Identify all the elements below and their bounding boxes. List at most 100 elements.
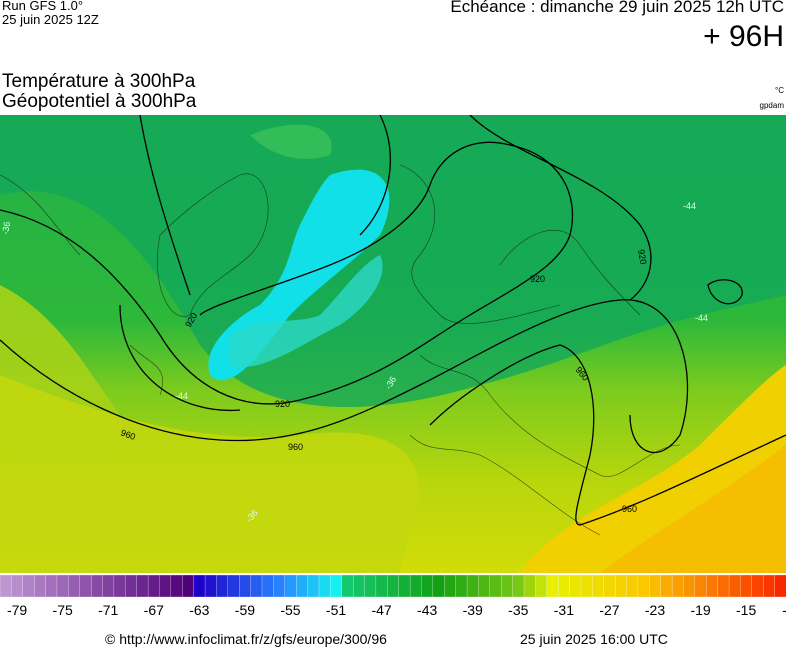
colorbar-label: -51 xyxy=(326,602,346,618)
contour-label: 960 xyxy=(622,504,637,514)
contour-label: 960 xyxy=(288,442,303,452)
colorbar-label: -67 xyxy=(144,602,164,618)
colorbar-swatch xyxy=(284,575,297,598)
map: 920 920 920 920 960 960 960 960 -44 -44 … xyxy=(0,115,786,573)
colorbar-swatch xyxy=(136,575,149,598)
colorbar-swatch xyxy=(569,575,582,598)
colorbar-swatch xyxy=(774,575,786,598)
colorbar-swatch xyxy=(694,575,707,598)
colorbar-swatch xyxy=(341,575,354,598)
colorbar-label: -11 xyxy=(782,602,786,618)
contour-label: -44 xyxy=(175,391,188,401)
colorbar-swatch xyxy=(580,575,593,598)
colorbar-swatch xyxy=(558,575,571,598)
colorbar-label: -59 xyxy=(235,602,255,618)
colorbar-swatch xyxy=(307,575,320,598)
colorbar-label: -27 xyxy=(599,602,619,618)
colorbar-swatch xyxy=(239,575,252,598)
colorbar-label: -35 xyxy=(508,602,528,618)
contour-label: -36 xyxy=(0,221,12,236)
colorbar-swatch xyxy=(455,575,468,598)
colorbar-swatch xyxy=(387,575,400,598)
colorbar-label: -79 xyxy=(7,602,27,618)
colorbar-label: -23 xyxy=(645,602,665,618)
colorbar-swatch xyxy=(216,575,229,598)
colorbar-swatch xyxy=(204,575,217,598)
colorbar-swatch xyxy=(466,575,479,598)
colorbar-swatch xyxy=(193,575,206,598)
colorbar-swatch xyxy=(90,575,103,598)
colorbar-swatch xyxy=(421,575,434,598)
colorbar-label: -71 xyxy=(98,602,118,618)
colorbar-swatch xyxy=(273,575,286,598)
colorbar-swatch xyxy=(296,575,309,598)
colorbar-swatch xyxy=(649,575,662,598)
colorbar-swatch xyxy=(763,575,776,598)
colorbar-swatch xyxy=(626,575,639,598)
colorbar-label: -39 xyxy=(463,602,483,618)
source-url: © http://www.infoclimat.fr/z/gfs/europe/… xyxy=(105,631,387,647)
colorbar-swatch xyxy=(717,575,730,598)
colorbar-swatch xyxy=(45,575,58,598)
colorbar-swatch xyxy=(660,575,673,598)
colorbar-swatch xyxy=(261,575,274,598)
colorbar-swatch xyxy=(671,575,684,598)
contour-label: -44 xyxy=(683,201,696,211)
colorbar-swatch xyxy=(182,575,195,598)
colorbar-label: -63 xyxy=(189,602,209,618)
colorbar-swatch xyxy=(637,575,650,598)
colorbar-swatch xyxy=(489,575,502,598)
colorbar-swatch xyxy=(375,575,388,598)
run-label: Run GFS 1.0° xyxy=(2,0,84,13)
colorbar-swatch xyxy=(147,575,160,598)
colorbar-swatch xyxy=(592,575,605,598)
title-geopotential: Géopotentiel à 300hPa xyxy=(2,91,197,112)
colorbar-swatch xyxy=(706,575,719,598)
colorbar-swatch xyxy=(102,575,115,598)
colorbar-swatch xyxy=(0,575,12,598)
colorbar-swatch xyxy=(364,575,377,598)
colorbar-swatch xyxy=(34,575,47,598)
colorbar-swatch xyxy=(56,575,69,598)
colorbar-label: -47 xyxy=(371,602,391,618)
colorbar-swatch xyxy=(250,575,263,598)
colorbar-swatch xyxy=(523,575,536,598)
colorbar-swatch xyxy=(740,575,753,598)
colorbar-swatch xyxy=(444,575,457,598)
colorbar-swatch xyxy=(683,575,696,598)
colorbar-swatch xyxy=(614,575,627,598)
colorbar-label: -19 xyxy=(690,602,710,618)
colorbar-swatch xyxy=(751,575,764,598)
colorbar-swatch xyxy=(125,575,138,598)
contour-label: 960 xyxy=(119,427,137,442)
contour-label: 920 xyxy=(530,274,545,284)
colorbar-swatch xyxy=(227,575,240,598)
colorbar-swatch xyxy=(546,575,559,598)
colorbar-swatch xyxy=(501,575,514,598)
colorbar-swatch xyxy=(79,575,92,598)
colorbar-swatch xyxy=(409,575,422,598)
colorbar-label: -75 xyxy=(53,602,73,618)
temp-unit: °C xyxy=(775,86,784,95)
colorbar-label: -55 xyxy=(280,602,300,618)
colorbar-swatch xyxy=(432,575,445,598)
colorbar-swatch xyxy=(22,575,35,598)
contour-label: 920 xyxy=(275,399,290,409)
colorbar-swatch xyxy=(11,575,24,598)
lead-time: + 96H xyxy=(703,20,784,53)
colorbar-swatch xyxy=(352,575,365,598)
title-temperature: Température à 300hPa xyxy=(2,71,196,92)
colorbar-swatch xyxy=(159,575,172,598)
colorbar-label: -15 xyxy=(736,602,756,618)
colorbar-label: -43 xyxy=(417,602,437,618)
colorbar-swatch xyxy=(318,575,331,598)
contour-label: -44 xyxy=(695,313,708,323)
colorbar-swatch xyxy=(512,575,525,598)
colorbar-swatch xyxy=(603,575,616,598)
geo-unit: gpdam xyxy=(759,101,784,110)
run-date: 25 juin 2025 12Z xyxy=(2,12,99,27)
colorbar-swatch xyxy=(535,575,548,598)
colorbar-swatch xyxy=(478,575,491,598)
colorbar-swatch xyxy=(113,575,126,598)
